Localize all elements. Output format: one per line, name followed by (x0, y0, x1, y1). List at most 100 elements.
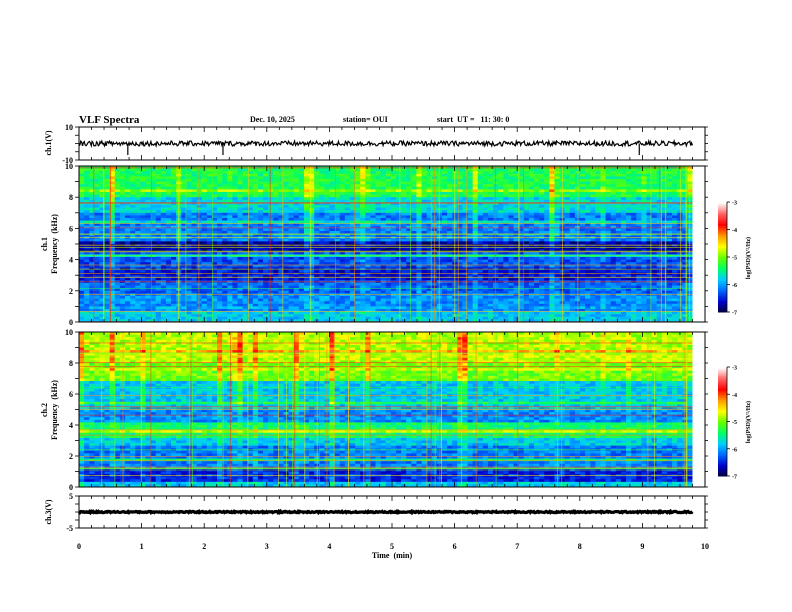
ch1-spec-cell (339, 176, 346, 180)
ch1-spec-cell (651, 192, 658, 195)
ch1-spec-cell (385, 212, 392, 216)
ch1-spec-cell (390, 270, 397, 273)
ch1-spec-cell (222, 179, 228, 182)
ch1-spec-cell (534, 233, 540, 237)
ch1-spec-cell (140, 210, 146, 214)
ch1-spec-cell (385, 197, 392, 201)
ch1-spec-cell (447, 218, 453, 221)
ch1-spec-cell (528, 231, 535, 234)
ch1-spec-cell (94, 257, 100, 260)
ch1-spec-cell (242, 251, 249, 255)
ch1-spec-cell (84, 264, 90, 268)
ch1-spec-cell (477, 176, 484, 180)
ch1-spec-cell (554, 218, 560, 221)
ch1-spec-cell (534, 220, 540, 224)
ch1-spec-cell (309, 189, 315, 193)
ch1-spec-cell (268, 264, 274, 268)
ch1-spec-cell (426, 262, 433, 266)
ch1-spec-cell (344, 176, 351, 180)
ch1-spec-cell (375, 225, 382, 229)
ch1-spec-cell (564, 202, 571, 206)
ch1-spec-cell (252, 262, 259, 266)
ch1-spec-cell (263, 194, 269, 198)
ch1-spec-cell (651, 241, 658, 245)
ch1-spec-cell (155, 270, 162, 273)
ch1-spec-cell (242, 262, 249, 266)
ch1-spec-cell (380, 246, 387, 250)
ch1-spec-cell (544, 218, 550, 221)
ch1-spec-cell (610, 218, 617, 221)
ch1-spec-cell (544, 192, 550, 195)
ch1-spec-cell (600, 197, 606, 201)
ch1-spec-cell (411, 228, 417, 232)
ch1-spec-cell (334, 202, 341, 206)
ch1-spec-cell (569, 220, 576, 224)
ch1-spec-cell (191, 189, 197, 193)
ch1-spec-cell (677, 189, 683, 193)
ch1-spec-cell (140, 223, 146, 227)
ch1-spec-cell (104, 233, 111, 237)
ch1-spec-cell (390, 173, 397, 177)
ch1-spec-cell (268, 192, 274, 195)
ch1-spec-cell (462, 249, 468, 253)
ch1-spec-cell (390, 184, 397, 188)
ch1-spec-cell (349, 238, 356, 242)
ch1-spec-cell (590, 264, 596, 268)
ch1-spec-cell (237, 225, 243, 229)
ch1-spec-cell (145, 199, 151, 203)
ch1-spec-cell (278, 241, 284, 245)
ch1-spec-cell (355, 223, 361, 227)
ch1-spec-cell (227, 199, 233, 203)
ch1-spec-cell (334, 238, 341, 242)
ch1-spec-cell (114, 259, 121, 263)
ch1-spec-cell (677, 262, 683, 266)
ch1-spec-cell (626, 171, 632, 175)
ch1-spec-cell (620, 194, 627, 198)
ch1-spec-cell (472, 173, 479, 177)
ch1-spec-cell (487, 212, 494, 216)
ch1-spec-cell (672, 246, 678, 250)
ch1-spec-cell (467, 199, 474, 203)
ch1-spec-cell (114, 189, 121, 193)
ch1-spec-cell (631, 197, 637, 201)
ch1-spec-cell (155, 194, 162, 198)
ch1-spec-cell (145, 223, 151, 227)
ch1-spec-cell (528, 199, 535, 203)
ch1-spec-cell (104, 179, 111, 182)
ch1-spec-cell (620, 171, 627, 175)
ch1-spec-cell (600, 168, 606, 172)
ch1-spec-cell (401, 192, 407, 195)
ch1-spec-cell (329, 218, 336, 221)
ch1-spec-cell (227, 231, 233, 234)
ch1-spec-cell (467, 192, 474, 195)
ch1-spec-cell (513, 181, 520, 185)
ch1-spec-cell (252, 205, 259, 208)
ch1-spec-cell (390, 179, 397, 182)
ch1-spec-cell (165, 270, 172, 273)
ch1-spec-cell (549, 171, 555, 175)
ch1-spec-cell (135, 171, 141, 175)
ch1-spec-cell (109, 212, 116, 216)
ch1-spec-cell (263, 257, 269, 260)
ch1-spec-cell (89, 171, 95, 175)
ch1-spec-cell (360, 194, 366, 198)
ch1-spec-cell (99, 207, 105, 211)
ch1-spec-cell (252, 238, 259, 242)
ch1-spec-cell (626, 223, 632, 227)
ch1-spec-cell (406, 251, 412, 255)
ch1-spec-cell (268, 199, 274, 203)
ch1-spec-cell (605, 233, 612, 237)
ch1-spec-cell (493, 210, 499, 214)
ch1-spec-cell (293, 192, 300, 195)
ch1-spec-cell (227, 192, 233, 195)
ch1-spec-cell (252, 179, 259, 182)
ch1-spec-cell (498, 233, 504, 237)
ch1-spec-cell (610, 262, 617, 266)
ch1-spec-cell (554, 173, 560, 177)
ch1-spec-cell (145, 179, 151, 182)
ch1-spec-cell (375, 264, 382, 268)
ch1-spec-cell (539, 179, 545, 182)
ch1-spec-cell (99, 270, 105, 273)
ch1-spec-cell (395, 233, 402, 237)
ch1-spec-cell (395, 205, 402, 208)
